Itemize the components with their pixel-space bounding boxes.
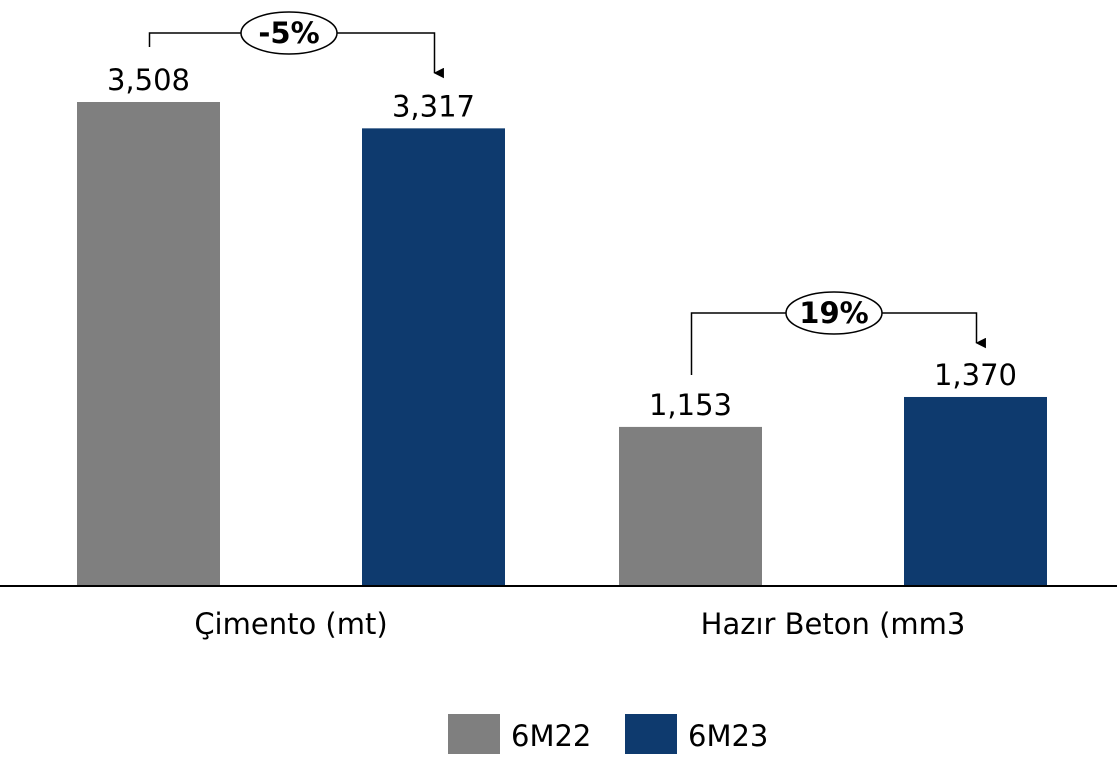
legend-label-6m23: 6M23	[688, 719, 768, 753]
annotations-layer: -5% 19%	[148, 11, 986, 375]
change-badge-text-1: -5%	[258, 16, 319, 50]
legend-item-6m23: 6M23	[625, 714, 768, 754]
legend-item-6m22: 6M22	[448, 714, 591, 754]
bar-6m22-1	[77, 102, 220, 586]
bar-6m22-2	[619, 426, 762, 586]
value-label-6m23-2: 1,370	[934, 358, 1017, 392]
bars-layer	[77, 102, 1047, 586]
change-badge-1	[240, 11, 338, 55]
legend: 6M22 6M23	[448, 714, 768, 754]
change-annotation-2: 19%	[690, 291, 986, 375]
legend-swatch-6m23	[625, 714, 677, 754]
bar-6m23-1	[362, 128, 505, 586]
category-label-2: Hazır Beton (mm3	[701, 607, 966, 641]
change-badge-2	[785, 291, 883, 335]
value-label-6m22-1: 3,508	[107, 63, 190, 97]
value-label-6m22-2: 1,153	[649, 388, 732, 422]
value-label-6m23-1: 3,317	[392, 89, 475, 123]
category-label-1: Çimento (mt)	[194, 607, 387, 641]
legend-swatch-6m22	[448, 714, 500, 754]
change-badge-text-2: 19%	[799, 296, 868, 330]
legend-label-6m22: 6M22	[511, 719, 591, 753]
change-annotation-1: -5%	[148, 11, 444, 79]
labels-layer: 3,508 3,317 Çimento (mt) 1,153 1,370 Hazır Be…	[107, 63, 1017, 641]
bar-6m23-2	[904, 396, 1047, 586]
